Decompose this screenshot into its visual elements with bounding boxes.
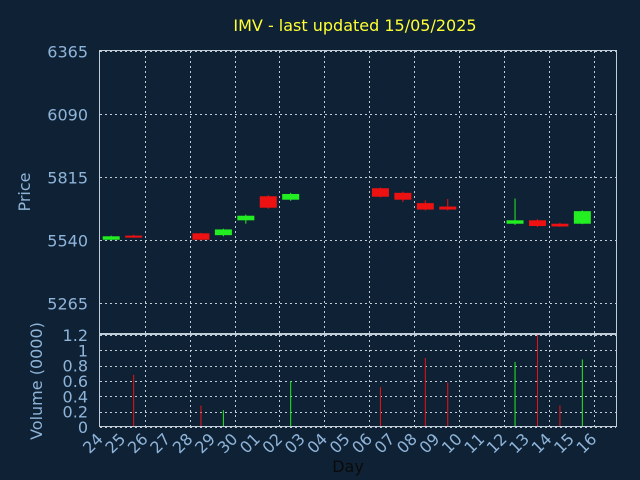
volume-tick-label: 1.2 [63, 326, 88, 345]
volume-panel-frame [99, 334, 617, 427]
volume-tick-labels: 00.20.40.60.811.2 [63, 326, 88, 437]
volume-tick-label: 0.4 [63, 387, 88, 406]
volume-tick-label: 1 [78, 341, 88, 360]
candle-body [506, 220, 524, 224]
price-tick-label: 5540 [47, 232, 88, 251]
candle-body [528, 220, 546, 227]
candle-body [551, 223, 569, 227]
volume-tick-label: 0.2 [63, 403, 88, 422]
candle-body [371, 188, 389, 197]
candle-body [125, 235, 143, 238]
price-tick-label: 5265 [47, 295, 88, 314]
volume-tick-label: 0 [78, 418, 88, 437]
volume-axis-label: Volume (0000) [27, 322, 46, 440]
candle-body [416, 203, 434, 210]
chart-title: IMV - last updated 15/05/2025 [233, 16, 476, 35]
candle-body [259, 196, 277, 208]
candle-body [214, 229, 232, 236]
volume-grid [100, 335, 616, 428]
candle-body [282, 193, 300, 200]
price-tick-label: 6090 [47, 106, 88, 125]
candle-body [237, 215, 255, 221]
volume-tick-label: 0.6 [63, 372, 88, 391]
candle-body [394, 192, 412, 200]
candle-body [573, 211, 591, 224]
x-axis-label: Day [332, 457, 364, 476]
day-tick-label: 16 [573, 429, 601, 457]
price-panel-frame [99, 50, 617, 334]
volume-bars [133, 335, 583, 427]
candle-body [439, 206, 457, 210]
candle-body [102, 236, 120, 240]
price-candles [102, 187, 591, 241]
price-tick-labels: 5265 5540 5815 6090 6365 [47, 43, 88, 314]
price-grid [100, 51, 616, 334]
volume-tick-label: 0.8 [63, 357, 88, 376]
day-tick-labels: 2425262728293001020304050607080910111213… [79, 429, 600, 457]
price-axis-label: Price [15, 172, 34, 211]
price-tick-label: 6365 [47, 43, 88, 62]
price-tick-label: 5815 [47, 169, 88, 188]
candle-body [192, 233, 210, 240]
